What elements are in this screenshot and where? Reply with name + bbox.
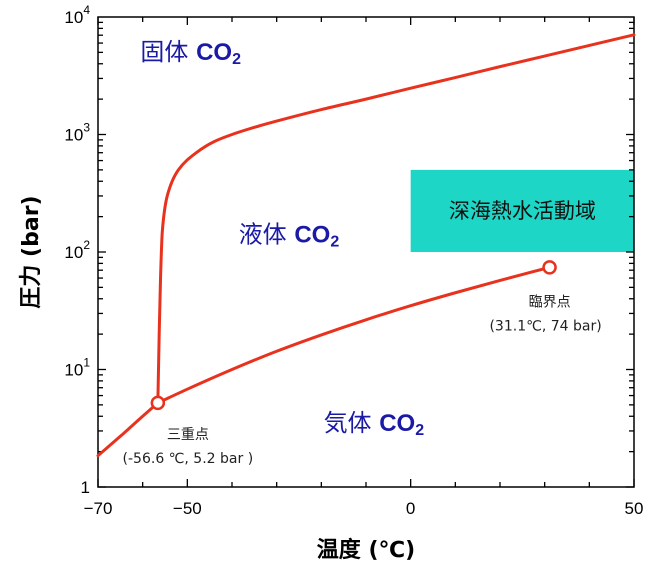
x-axis-title: 温度 (℃): [317, 537, 415, 563]
x-tick-label: 0: [406, 499, 415, 518]
special-point-name: 三重点: [167, 427, 209, 443]
special-point-marker: [150, 395, 166, 411]
phase-boundary-curve-3: [156, 33, 636, 405]
special-point-name: 臨界点: [529, 294, 571, 310]
phase-label: 液体 CO2: [239, 221, 340, 251]
y-tick-label: 101: [64, 356, 90, 380]
y-tick-label: 102: [64, 238, 90, 262]
y-tick-label: 103: [64, 121, 90, 145]
special-point-coords: (-56.6 ℃, 5.2 bar ): [123, 451, 254, 467]
y-tick-label: 1: [81, 478, 90, 497]
x-tick-label: −50: [173, 499, 202, 518]
x-tick-label: 50: [625, 499, 644, 518]
special-point-coords: (31.1℃, 74 bar): [489, 318, 601, 334]
special-point-marker: [542, 260, 557, 275]
hydrothermal-region-label: 深海熱水活動域: [449, 199, 596, 223]
y-axis-title: 圧力 (bar): [19, 195, 44, 308]
y-tick-label: 104: [64, 3, 90, 27]
phase-label: 気体 CO2: [324, 409, 425, 439]
phase-label: 固体 CO2: [140, 38, 241, 68]
phase-boundary-curve-2: [156, 265, 552, 405]
x-tick-label: −70: [84, 499, 113, 518]
phase-boundary-curve-1: [96, 401, 160, 458]
hydrothermal-region: [410, 169, 634, 252]
